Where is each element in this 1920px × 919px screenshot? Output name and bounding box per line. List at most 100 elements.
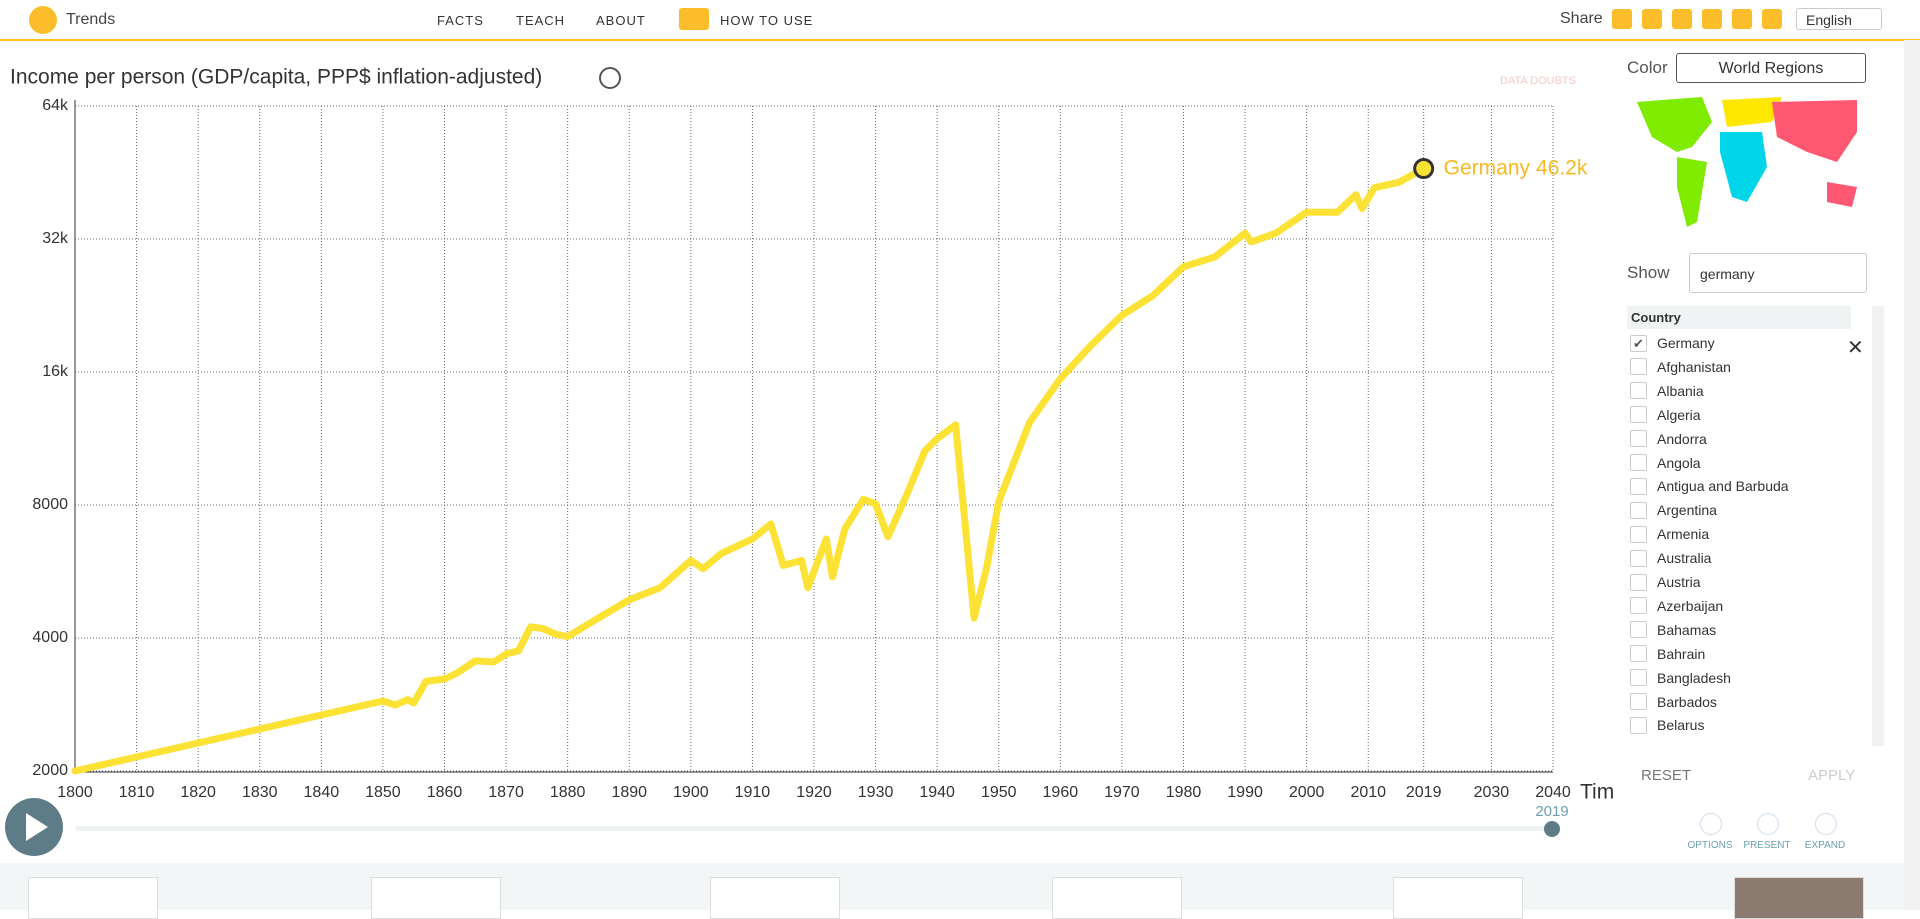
country-name[interactable]: Germany bbox=[1657, 335, 1715, 351]
color-select[interactable]: World Regions bbox=[1676, 53, 1866, 83]
tool-icon[interactable] bbox=[1815, 813, 1837, 835]
country-row[interactable]: Armenia bbox=[1630, 523, 1709, 545]
country-name[interactable]: Afghanistan bbox=[1657, 358, 1731, 375]
region[interactable] bbox=[1827, 182, 1857, 207]
country-row[interactable]: Belarus bbox=[1630, 714, 1704, 736]
tool-label[interactable]: OPTIONS bbox=[1687, 840, 1733, 851]
country-row[interactable]: Afghanistan bbox=[1630, 356, 1731, 378]
thumbnail[interactable] bbox=[1052, 877, 1182, 919]
thumbnail[interactable] bbox=[1734, 877, 1864, 919]
slider-track[interactable] bbox=[75, 826, 1553, 831]
tool-label[interactable]: PRESENT bbox=[1743, 840, 1791, 851]
region[interactable] bbox=[1720, 132, 1767, 202]
country-name[interactable]: Belarus bbox=[1657, 717, 1705, 734]
reset-button[interactable]: RESET bbox=[1641, 767, 1692, 784]
country-row[interactable]: Bahrain bbox=[1630, 643, 1705, 665]
nav-link[interactable]: FACTS bbox=[437, 13, 484, 28]
country-name[interactable]: Bangladesh bbox=[1657, 669, 1731, 686]
country-row[interactable]: ✔ Germany bbox=[1630, 332, 1715, 354]
logo[interactable] bbox=[29, 6, 57, 34]
country-name[interactable]: Bahrain bbox=[1657, 645, 1706, 662]
tool-icon[interactable] bbox=[1700, 813, 1722, 835]
checkbox[interactable]: ✔ bbox=[1630, 334, 1647, 352]
search-input[interactable]: germany bbox=[1689, 253, 1867, 293]
country-row[interactable]: Bahamas bbox=[1630, 619, 1716, 641]
country-row[interactable]: Albania bbox=[1630, 380, 1704, 402]
country-name[interactable]: Antigua and Barbuda bbox=[1657, 478, 1789, 495]
country-row[interactable]: Algeria bbox=[1630, 404, 1701, 426]
country-name[interactable]: Angola bbox=[1657, 454, 1701, 471]
thumbnail[interactable] bbox=[371, 877, 501, 919]
apply-button[interactable]: APPLY bbox=[1808, 767, 1856, 784]
checkbox[interactable] bbox=[1630, 669, 1647, 687]
thumbnail[interactable] bbox=[1393, 877, 1523, 919]
country-row[interactable]: Argentina bbox=[1630, 499, 1717, 521]
region-map[interactable] bbox=[1632, 92, 1864, 234]
checkbox[interactable] bbox=[1630, 358, 1647, 376]
region[interactable] bbox=[1722, 97, 1782, 127]
country-name[interactable]: Algeria bbox=[1657, 406, 1701, 423]
x-tick-label: 1830 bbox=[242, 784, 278, 801]
language-select[interactable]: English bbox=[1796, 8, 1882, 30]
help-icon[interactable] bbox=[599, 67, 621, 89]
country-name[interactable]: Argentina bbox=[1657, 502, 1717, 519]
slider-thumb[interactable] bbox=[1544, 821, 1560, 837]
region[interactable] bbox=[1637, 97, 1712, 152]
country-row[interactable]: Barbados bbox=[1630, 691, 1717, 713]
logo-text[interactable]: Trends bbox=[66, 11, 116, 28]
checkbox[interactable] bbox=[1630, 573, 1647, 591]
country-name[interactable]: Barbados bbox=[1657, 693, 1717, 710]
country-row[interactable]: Austria bbox=[1630, 571, 1701, 593]
checkbox[interactable] bbox=[1630, 549, 1647, 567]
checkbox[interactable] bbox=[1630, 501, 1647, 519]
how-to-icon[interactable] bbox=[679, 8, 709, 30]
region[interactable] bbox=[1772, 100, 1857, 162]
country-row[interactable]: Bangladesh bbox=[1630, 667, 1731, 689]
list-header[interactable]: Country bbox=[1627, 306, 1851, 329]
x-tick-label: 1860 bbox=[427, 784, 463, 801]
nav-link[interactable]: HOW TO USE bbox=[720, 13, 814, 28]
thumbnail[interactable] bbox=[710, 877, 840, 919]
country-name[interactable]: Bahamas bbox=[1657, 621, 1717, 638]
y-tick-label: 8000 bbox=[32, 496, 68, 513]
checkbox[interactable] bbox=[1630, 597, 1647, 615]
country-name[interactable]: Andorra bbox=[1657, 430, 1707, 447]
nav-link[interactable]: ABOUT bbox=[596, 13, 646, 28]
checkbox[interactable] bbox=[1630, 406, 1647, 424]
checkbox[interactable] bbox=[1630, 621, 1647, 639]
country-name[interactable]: Azerbaijan bbox=[1657, 597, 1724, 614]
country-row[interactable]: Angola bbox=[1630, 452, 1701, 474]
share-icon[interactable] bbox=[1762, 9, 1782, 29]
share-icon[interactable] bbox=[1612, 9, 1632, 29]
checkbox[interactable] bbox=[1630, 525, 1647, 543]
country-name[interactable]: Austria bbox=[1657, 574, 1701, 590]
thumbnail[interactable] bbox=[28, 877, 158, 919]
checkbox[interactable] bbox=[1630, 716, 1647, 734]
tool-label[interactable]: EXPAND bbox=[1804, 840, 1846, 851]
clear-button[interactable]: ✕ bbox=[1847, 337, 1864, 359]
checkbox[interactable] bbox=[1630, 693, 1647, 710]
share-icon[interactable] bbox=[1702, 9, 1722, 29]
country-row[interactable]: Antigua and Barbuda bbox=[1630, 475, 1789, 497]
country-row[interactable]: Azerbaijan bbox=[1630, 595, 1723, 617]
region[interactable] bbox=[1677, 157, 1707, 227]
data-doubts[interactable]: DATA DOUBTS bbox=[1500, 75, 1576, 87]
country-name[interactable]: Armenia bbox=[1657, 526, 1710, 543]
country-row[interactable]: Andorra bbox=[1630, 428, 1707, 450]
page-scrollbar[interactable] bbox=[1904, 40, 1920, 910]
country-name[interactable]: Albania bbox=[1657, 382, 1704, 399]
checkbox[interactable] bbox=[1630, 382, 1647, 400]
share-icon[interactable] bbox=[1732, 9, 1752, 29]
nav-link[interactable]: TEACH bbox=[516, 13, 566, 28]
country-name[interactable]: Australia bbox=[1657, 550, 1712, 567]
checkbox[interactable] bbox=[1630, 645, 1647, 663]
checkbox[interactable] bbox=[1630, 477, 1647, 495]
checkbox[interactable] bbox=[1630, 454, 1647, 471]
share-icon[interactable] bbox=[1672, 9, 1692, 29]
checkbox[interactable] bbox=[1630, 430, 1647, 448]
list-scrollbar[interactable] bbox=[1872, 306, 1884, 746]
x-tick-label: 2040 bbox=[1535, 784, 1571, 801]
tool-icon[interactable] bbox=[1757, 813, 1779, 835]
country-row[interactable]: Australia bbox=[1630, 547, 1711, 569]
share-icon[interactable] bbox=[1642, 9, 1662, 29]
